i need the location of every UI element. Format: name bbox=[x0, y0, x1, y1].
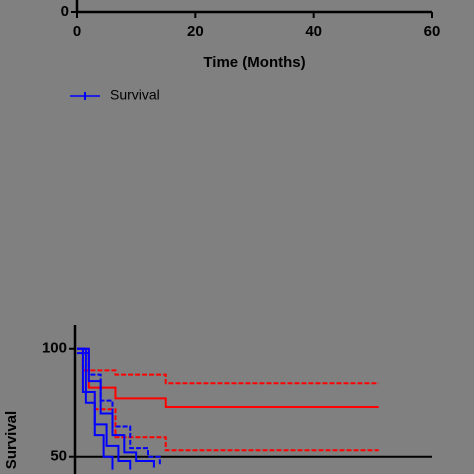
x-tick-label: 20 bbox=[187, 23, 204, 40]
x-axis-label: Time (Months) bbox=[203, 54, 305, 71]
survival-curve bbox=[77, 347, 114, 470]
top-chart: 0 20 40 60 0 Time (Months) Survival bbox=[61, 0, 441, 103]
x-tick-label: 60 bbox=[424, 23, 441, 40]
survival-curve bbox=[77, 352, 161, 466]
plot-area bbox=[77, 347, 379, 470]
x-tick-label: 40 bbox=[305, 23, 322, 40]
y-axis-label: Survival bbox=[3, 411, 20, 469]
x-tick-label: 0 bbox=[73, 23, 81, 40]
y-tick-label: 0 bbox=[61, 3, 69, 20]
y-tick-label: 100 bbox=[42, 340, 67, 357]
survival-curve bbox=[77, 347, 155, 468]
survival-curve bbox=[77, 347, 379, 385]
bottom-chart: 50 100 Survival bbox=[3, 325, 432, 474]
survival-curve bbox=[77, 347, 132, 470]
legend-label: Survival bbox=[110, 87, 160, 103]
survival-curve bbox=[77, 347, 379, 409]
y-tick-label: 50 bbox=[50, 448, 67, 465]
survival-curve bbox=[77, 347, 379, 452]
